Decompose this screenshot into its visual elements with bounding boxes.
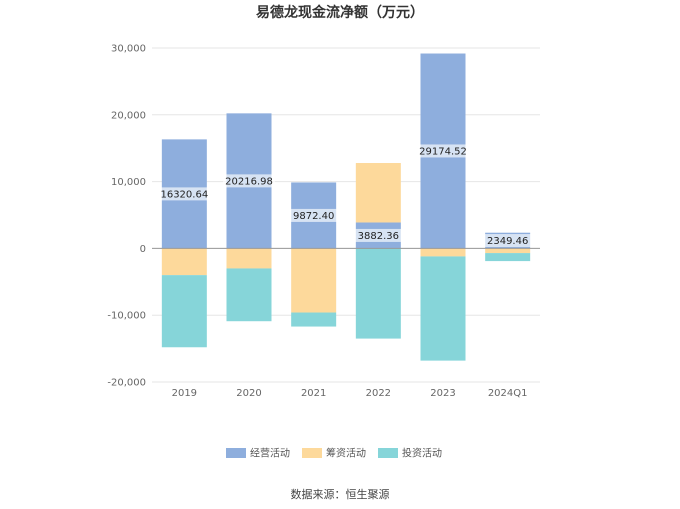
bar-筹资活动 bbox=[291, 248, 337, 313]
x-tick-label: 2019 bbox=[172, 388, 197, 399]
data-label: 3882.36 bbox=[358, 231, 399, 242]
data-label-bg bbox=[417, 144, 469, 158]
x-tick-label: 2021 bbox=[301, 388, 326, 399]
legend-swatch bbox=[302, 448, 322, 458]
x-tick-label: 2023 bbox=[430, 388, 455, 399]
bar-筹资活动 bbox=[355, 163, 401, 223]
y-tick-label: 10,000 bbox=[111, 177, 146, 188]
y-tick-label: 0 bbox=[140, 244, 146, 255]
x-tick-label: 2024Q1 bbox=[488, 388, 528, 399]
legend-label: 投资活动 bbox=[402, 447, 442, 460]
bar-投资活动 bbox=[485, 253, 531, 262]
bars bbox=[161, 53, 531, 361]
bar-筹资活动 bbox=[226, 248, 272, 269]
data-label-bg bbox=[290, 208, 337, 222]
data-label: 29174.52 bbox=[419, 146, 467, 157]
data-label: 16320.64 bbox=[160, 189, 208, 200]
x-axis-ticks: 2019 2020 2021 2022 2023 2024Q1 bbox=[172, 388, 528, 399]
y-axis-ticks: 30,000 20,000 10,000 0 -10,000 -20,000 bbox=[107, 44, 146, 389]
legend-label: 经营活动 bbox=[250, 447, 290, 460]
legend: 经营活动 筹资活动 投资活动 bbox=[226, 447, 442, 460]
legend-label: 筹资活动 bbox=[326, 447, 366, 460]
bar-投资活动 bbox=[291, 312, 337, 327]
x-tick-label: 2020 bbox=[236, 388, 261, 399]
legend-swatch bbox=[226, 448, 246, 458]
bar-投资活动 bbox=[226, 268, 272, 322]
y-tick-label: -20,000 bbox=[107, 378, 146, 389]
bar-投资活动 bbox=[355, 248, 401, 339]
bar-筹资活动 bbox=[161, 248, 207, 276]
grid bbox=[152, 47, 540, 383]
source-text: 数据来源：恒生聚源 bbox=[291, 487, 390, 501]
y-tick-label: 30,000 bbox=[111, 44, 146, 55]
bar-投资活动 bbox=[420, 256, 466, 361]
y-tick-label: -10,000 bbox=[107, 311, 146, 322]
data-label: 20216.98 bbox=[225, 176, 273, 187]
bar-筹资活动 bbox=[485, 248, 531, 254]
y-tick-label: 20,000 bbox=[111, 110, 146, 121]
data-label-bg bbox=[223, 174, 275, 188]
data-labels: 16320.64 20216.98 9872.40 3882.36 29174.52 23… bbox=[158, 144, 531, 248]
x-tick-label: 2022 bbox=[366, 388, 391, 399]
bar-筹资活动 bbox=[420, 248, 466, 257]
data-label-bg bbox=[158, 187, 211, 201]
data-label-bg bbox=[484, 234, 531, 248]
chart-title: 易德龙现金流净额（万元） bbox=[256, 4, 424, 21]
data-label: 9872.40 bbox=[293, 211, 334, 222]
data-label-bg bbox=[355, 228, 402, 242]
legend-swatch bbox=[378, 448, 398, 458]
data-label: 2349.46 bbox=[487, 236, 528, 247]
bar-投资活动 bbox=[161, 275, 207, 348]
